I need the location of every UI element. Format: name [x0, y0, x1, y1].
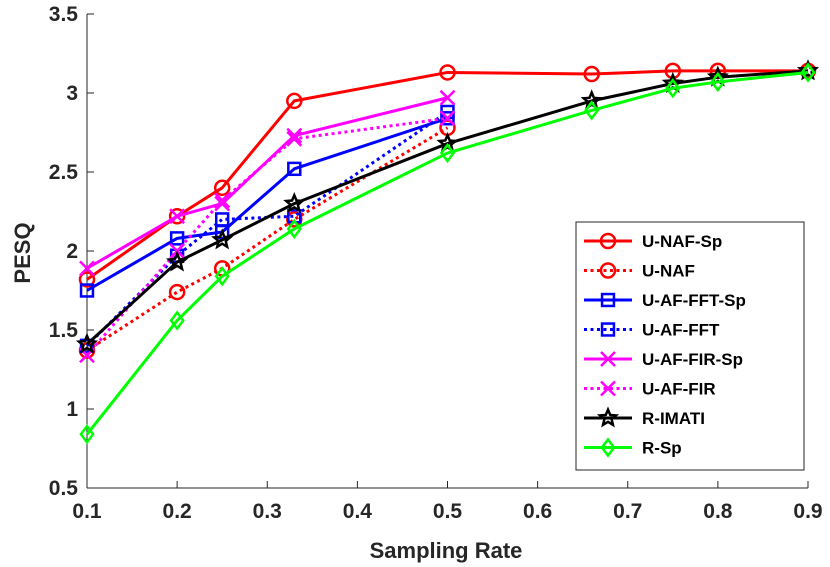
legend-item-u-af-fir-sp: U-AF-FIR-Sp [584, 350, 743, 369]
legend-marker [600, 380, 616, 397]
x-axis-label: Sampling Rate [370, 538, 523, 563]
legend-marker [600, 292, 616, 308]
data-point-u-naf [168, 283, 186, 301]
data-point-r-sp [710, 71, 726, 93]
data-point-r-sp [169, 310, 185, 331]
data-point-r-imati [75, 332, 99, 354]
x-tick-label: 0.2 [163, 500, 192, 523]
y-tick-label: 2.5 [49, 161, 79, 184]
x-tick-label: 0.3 [253, 500, 282, 523]
y-tick-label: 3.5 [49, 3, 79, 26]
data-point-u-naf-sp [213, 179, 231, 197]
x-tick-label: 0.5 [433, 500, 463, 523]
legend-marker [600, 351, 616, 367]
legend-label: U-NAF [642, 262, 695, 281]
data-point-r-imati [283, 191, 306, 214]
series-layer [75, 59, 820, 445]
legend-item-u-naf: U-NAF [584, 262, 695, 281]
x-tick-label: 0.4 [343, 500, 373, 523]
series-line-r-sp [85, 70, 809, 436]
data-point-r-sp [439, 142, 456, 164]
series-u-af-fir-sp [79, 89, 456, 277]
data-point-u-af-fft-sp [287, 161, 302, 177]
data-point-r-imati [436, 131, 459, 153]
legend-item-u-naf-sp: U-NAF-Sp [584, 232, 722, 251]
legend-marker [600, 322, 616, 337]
legend-marker [599, 232, 617, 250]
legend: U-NAF-Sp U-NAF U-AF-FFT-Sp U-AF-FFT U-AF-FIR… [575, 221, 805, 471]
data-point-r-sp [800, 62, 816, 83]
legend-item-r-imati: R-IMATI [584, 406, 705, 428]
data-point-r-imati [580, 89, 603, 111]
x-tick-label: 0.8 [703, 500, 733, 523]
legend-item-u-af-fft-sp: U-AF-FFT-Sp [584, 291, 746, 310]
y-tick-label: 1.5 [49, 319, 79, 342]
data-point-r-sp [584, 100, 600, 121]
data-point-r-sp [286, 218, 302, 240]
data-point-r-imati [211, 228, 234, 250]
data-point-r-sp [214, 266, 230, 287]
data-point-u-naf-sp [168, 207, 186, 225]
legend-label: U-AF-FFT [642, 321, 720, 340]
legend-label: U-AF-FFT-Sp [642, 291, 746, 310]
series-u-naf-sp [78, 62, 817, 288]
data-point-u-af-fft-sp [79, 283, 95, 298]
data-point-u-af-fir-sp [79, 260, 95, 277]
data-point-u-af-fft-sp [169, 231, 185, 246]
x-tick-label: 0.1 [72, 500, 102, 523]
series-line-u-af-fir [85, 116, 448, 357]
x-tick-label: 0.9 [793, 500, 822, 523]
data-point-u-af-fir-sp [439, 89, 456, 106]
data-point-u-af-fft [214, 212, 230, 227]
data-point-u-af-fir-sp [214, 195, 231, 212]
data-point-r-imati [166, 250, 189, 272]
series-r-sp [79, 62, 816, 445]
legend-marker [600, 437, 616, 458]
legend-item-u-af-fir: U-AF-FIR [584, 380, 716, 399]
y-axis-label: PESQ [10, 222, 35, 283]
y-tick-label: 1 [66, 398, 78, 421]
legend-label: U-NAF-Sp [642, 232, 722, 251]
legend-label: U-AF-FIR [642, 380, 716, 399]
series-line-u-naf-sp [86, 69, 808, 281]
axes: 0.1 0.2 0.3 0.4 0.5 0.6 0.7 0.8 0.9 0.5 1 1.5 2 2.5 3 3… [49, 3, 823, 523]
data-point-u-naf-sp [439, 64, 456, 81]
legend-marker [596, 406, 620, 428]
data-point-r-imati [796, 59, 820, 81]
data-point-u-naf-sp [583, 65, 600, 83]
y-tick-label: 0.5 [49, 477, 79, 500]
data-point-r-sp [79, 424, 95, 445]
legend-box [575, 221, 805, 471]
x-tick-label: 0.6 [523, 500, 552, 523]
y-tick-label: 2 [66, 240, 78, 263]
legend-label: R-Sp [642, 439, 682, 458]
data-point-u-af-fir-sp [286, 127, 303, 144]
legend-item-r-sp: R-Sp [584, 437, 682, 458]
legend-label: R-IMATI [642, 409, 705, 428]
legend-marker [599, 262, 617, 279]
data-point-u-af-fir [214, 192, 231, 209]
legend-label: U-AF-FIR-Sp [642, 350, 743, 369]
legend-item-u-af-fft: U-AF-FFT [584, 321, 720, 340]
data-point-u-af-fft [79, 338, 95, 354]
data-point-u-naf-sp [78, 271, 96, 288]
data-point-r-sp [665, 78, 681, 99]
data-point-u-naf-sp [286, 92, 303, 110]
y-tick-label: 3 [66, 82, 78, 105]
data-point-u-af-fir [286, 130, 303, 147]
data-point-u-af-fir-sp [169, 208, 186, 225]
x-tick-label: 0.7 [613, 500, 642, 523]
data-point-u-af-fir [439, 110, 456, 127]
